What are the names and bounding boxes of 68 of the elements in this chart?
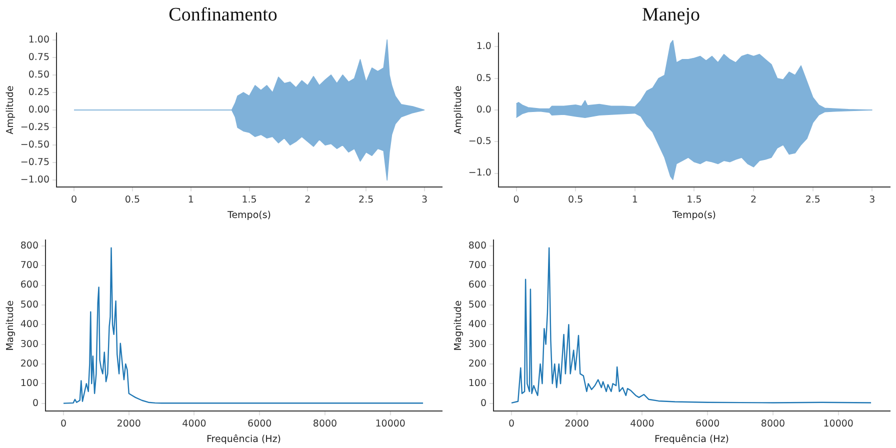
x-tick-label: 0 xyxy=(71,194,78,206)
y-tick-label: 1.0 xyxy=(476,41,492,52)
x-axis-title: Tempo(s) xyxy=(226,210,272,221)
chart-title: Manejo xyxy=(642,4,700,26)
y-tick-label: 700 xyxy=(468,260,487,272)
y-axis-title: Amplitude xyxy=(5,86,16,134)
y-tick-label: 600 xyxy=(468,280,487,291)
y-tick-label: 300 xyxy=(20,338,39,350)
x-tick-label: 4000 xyxy=(182,418,206,430)
x-tick-label: 3 xyxy=(421,194,428,206)
y-tick-label: 0.5 xyxy=(476,72,492,84)
x-tick-label: 1.5 xyxy=(686,194,702,206)
y-tick-label: −0.25 xyxy=(20,122,50,134)
x-tick-label: 0 xyxy=(513,194,520,206)
x-tick-label: 8000 xyxy=(760,418,786,430)
y-tick-label: −0.50 xyxy=(20,140,50,151)
y-tick-label: 200 xyxy=(20,358,39,370)
x-tick-label: 2.5 xyxy=(358,194,374,206)
y-tick-label: 1.00 xyxy=(28,34,50,46)
y-tick-label: 100 xyxy=(468,378,487,390)
x-axis-title: Frequência (Hz) xyxy=(206,434,282,445)
y-tick-label: −0.75 xyxy=(20,157,50,168)
x-axis-title: Tempo(s) xyxy=(671,210,716,221)
y-tick-label: 100 xyxy=(20,378,39,390)
chart-title: Confinamento xyxy=(168,4,278,26)
y-tick-label: 0.25 xyxy=(28,86,50,98)
y-tick-label: 500 xyxy=(20,299,39,310)
x-tick-label: 8000 xyxy=(312,418,338,430)
y-tick-label: 700 xyxy=(20,260,39,272)
x-tick-label: 10000 xyxy=(375,418,406,430)
x-tick-label: 6000 xyxy=(248,418,272,430)
y-tick-label: 300 xyxy=(468,338,487,350)
y-tick-label: 0.00 xyxy=(28,104,50,116)
x-tick-label: 0 xyxy=(60,418,67,430)
y-axis-title: Magnitude xyxy=(453,300,464,351)
y-tick-label: 500 xyxy=(468,299,487,310)
x-tick-label: 0.5 xyxy=(124,194,140,206)
y-tick-label: 800 xyxy=(468,240,487,252)
y-tick-label: −1.00 xyxy=(20,174,50,186)
y-tick-label: −0.5 xyxy=(468,136,492,148)
x-tick-label: 2 xyxy=(304,194,311,206)
y-axis-title: Amplitude xyxy=(453,86,464,134)
x-tick-label: 0 xyxy=(508,418,515,430)
y-axis-title: Magnitude xyxy=(5,300,16,351)
x-tick-label: 10000 xyxy=(823,418,854,430)
x-tick-label: 1 xyxy=(632,194,638,206)
y-tick-label: 800 xyxy=(20,240,39,252)
x-tick-label: 2.5 xyxy=(805,194,820,206)
x-tick-label: 2 xyxy=(750,194,757,206)
x-tick-label: 1.5 xyxy=(242,194,257,206)
x-tick-label: 2000 xyxy=(564,418,589,430)
x-tick-label: 3 xyxy=(869,194,876,206)
y-tick-label: 400 xyxy=(20,319,39,330)
y-tick-label: 0 xyxy=(480,398,487,409)
y-tick-label: 0 xyxy=(32,398,39,409)
y-tick-label: 200 xyxy=(468,358,487,370)
x-axis-title: Frequência (Hz) xyxy=(654,434,730,445)
y-tick-label: 0.0 xyxy=(476,104,492,116)
y-tick-label: 400 xyxy=(468,319,487,330)
x-tick-label: 6000 xyxy=(696,418,720,430)
y-tick-label: 0.75 xyxy=(28,52,50,63)
x-tick-label: 1 xyxy=(188,194,194,206)
x-tick-label: 4000 xyxy=(630,418,654,430)
y-tick-label: −1.0 xyxy=(468,168,492,179)
y-tick-label: 600 xyxy=(20,280,39,291)
x-tick-label: 0.5 xyxy=(568,194,584,206)
y-tick-label: 0.50 xyxy=(28,69,50,80)
x-tick-label: 2000 xyxy=(116,418,141,430)
